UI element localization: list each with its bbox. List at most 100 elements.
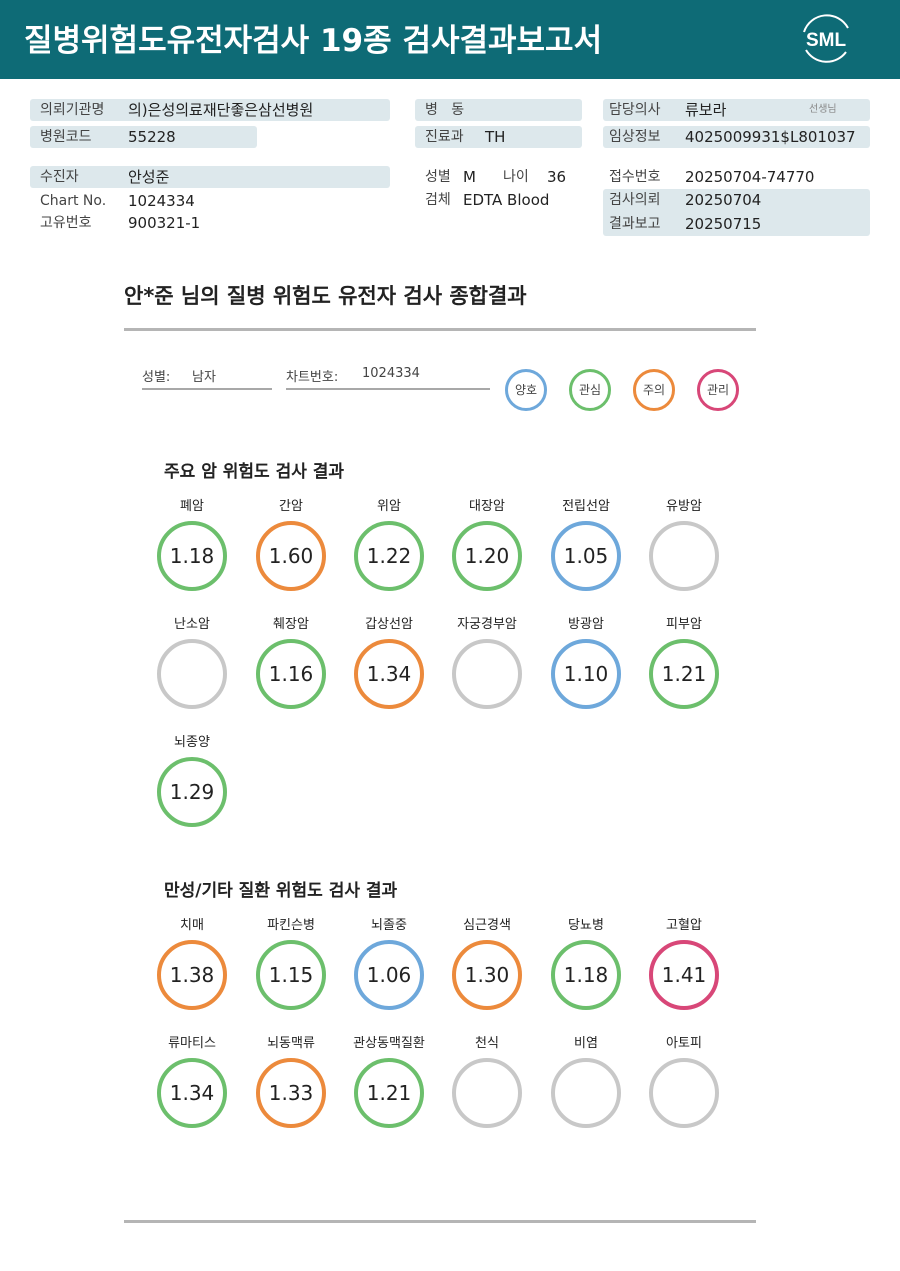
risk-item: 파킨슨병 1.15 (246, 916, 336, 1010)
risk-item-name: 고혈압 (666, 918, 702, 933)
risk-score-circle: 1.20 (452, 521, 522, 591)
risk-item-name: 관상동맥질환 (353, 1036, 425, 1051)
risk-item-name: 방광암 (568, 617, 604, 632)
risk-score-circle (551, 1058, 621, 1128)
risk-score-circle: 1.21 (649, 639, 719, 709)
risk-item-name: 아토피 (666, 1036, 702, 1051)
risk-score-circle (452, 639, 522, 709)
report-title: 질병위험도유전자검사 19종 검사결과보고서 (24, 23, 603, 59)
dept-label: 진료과 (425, 129, 464, 145)
risk-item-name: 유방암 (666, 499, 702, 514)
doctor-field: 담당의사 류보라 선생님 (603, 99, 870, 121)
specimen-value: EDTA Blood (463, 191, 550, 209)
ward-field: 병 동 (415, 99, 582, 121)
institution-field: 의뢰기관명 의)은성의료재단좋은삼선병원 (30, 99, 390, 121)
risk-item-name: 폐암 (180, 499, 204, 514)
risk-item-name: 당뇨병 (568, 918, 604, 933)
bottom-divider (124, 1220, 756, 1223)
risk-score-circle: 1.38 (157, 940, 227, 1010)
hospital-code-label: 병원코드 (40, 129, 92, 145)
risk-score-circle: 1.29 (157, 757, 227, 827)
risk-item: 폐암 1.18 (147, 497, 237, 591)
receipt-field: 접수번호 20250704-74770 (603, 166, 870, 188)
unique-value: 900321-1 (128, 214, 201, 232)
specimen-label: 검체 (425, 192, 451, 208)
date-fields: 검사의뢰 20250704 결과보고 20250715 (603, 189, 870, 236)
risk-item-name: 췌장암 (273, 617, 309, 632)
risk-item: 전립선암 1.05 (541, 497, 631, 591)
risk-item: 심근경색 1.30 (442, 916, 532, 1010)
risk-item-name: 류마티스 (168, 1036, 216, 1051)
summary-chart-label: 차트번호: (286, 370, 339, 385)
hospital-code-value: 55228 (128, 128, 176, 146)
risk-item: 아토피 (639, 1034, 729, 1128)
risk-item-name: 간암 (279, 499, 303, 514)
risk-item-name: 뇌졸중 (371, 918, 407, 933)
risk-item: 뇌동맥류 1.33 (246, 1034, 336, 1128)
risk-score-circle: 1.18 (157, 521, 227, 591)
risk-item: 당뇨병 1.18 (541, 916, 631, 1010)
risk-item-name: 피부암 (666, 617, 702, 632)
report-value: 20250715 (685, 215, 762, 233)
receipt-value: 20250704-74770 (685, 168, 815, 186)
chart-field: Chart No. 1024334 (30, 190, 390, 212)
risk-score-circle: 1.33 (256, 1058, 326, 1128)
patient-field: 수진자 안성준 (30, 166, 390, 188)
legend-caution: 주의 (633, 369, 675, 411)
chart-label: Chart No. (40, 193, 107, 209)
report-header: 질병위험도유전자검사 19종 검사결과보고서 SML (0, 0, 900, 79)
risk-score-circle: 1.21 (354, 1058, 424, 1128)
risk-item-name: 천식 (475, 1036, 499, 1051)
risk-score-circle: 1.10 (551, 639, 621, 709)
risk-item-name: 심근경색 (463, 918, 511, 933)
risk-score-circle (157, 639, 227, 709)
patient-label: 수진자 (40, 169, 79, 185)
risk-score-circle: 1.16 (256, 639, 326, 709)
risk-item: 유방암 (639, 497, 729, 591)
legend-good: 양호 (505, 369, 547, 411)
risk-item-name: 갑상선암 (365, 617, 413, 632)
risk-item: 관상동맥질환 1.21 (344, 1034, 434, 1128)
risk-score-circle: 1.34 (157, 1058, 227, 1128)
chart-value: 1024334 (128, 192, 195, 210)
risk-score-circle: 1.15 (256, 940, 326, 1010)
summary-sex-label: 성별: (142, 370, 171, 385)
risk-item-name: 전립선암 (562, 499, 610, 514)
patient-value: 안성준 (128, 168, 170, 186)
summary-title: 안*준 님의 질병 위험도 유전자 검사 종합결과 (124, 284, 527, 308)
risk-score-circle (649, 521, 719, 591)
risk-item: 뇌종양 1.29 (147, 733, 237, 827)
risk-item: 췌장암 1.16 (246, 615, 336, 709)
specimen-field: 검체 EDTA Blood (415, 189, 585, 211)
summary-sex-value: 남자 (192, 370, 216, 385)
institution-label: 의뢰기관명 (40, 102, 105, 118)
summary-chart-value: 1024334 (362, 366, 420, 381)
sex-age-field: 성별 M 나이 36 (415, 166, 585, 188)
age-label: 나이 (503, 169, 529, 185)
risk-item-name: 대장암 (469, 499, 505, 514)
summary-chart-box: 차트번호: 1024334 (286, 364, 490, 390)
risk-item: 위암 1.22 (344, 497, 434, 591)
sex-label: 성별 (425, 169, 451, 185)
risk-item: 난소암 (147, 615, 237, 709)
clinical-field: 임상정보 4025009931$L801037 (603, 126, 870, 148)
risk-score-circle: 1.05 (551, 521, 621, 591)
risk-item: 간암 1.60 (246, 497, 336, 591)
risk-score-circle (649, 1058, 719, 1128)
risk-item-name: 난소암 (174, 617, 210, 632)
doctor-label: 담당의사 (609, 102, 661, 118)
risk-score-circle (452, 1058, 522, 1128)
risk-item: 류마티스 1.34 (147, 1034, 237, 1128)
unique-field: 고유번호 900321-1 (30, 212, 390, 234)
institution-value: 의)은성의료재단좋은삼선병원 (128, 101, 314, 119)
dept-field: 진료과 TH (415, 126, 582, 148)
cancer-section-title: 주요 암 위험도 검사 결과 (164, 462, 345, 482)
receipt-label: 접수번호 (609, 169, 661, 185)
risk-item: 뇌졸중 1.06 (344, 916, 434, 1010)
risk-item: 자궁경부암 (442, 615, 532, 709)
sex-value: M (463, 168, 476, 186)
risk-item-name: 자궁경부암 (457, 617, 517, 632)
risk-item: 비염 (541, 1034, 631, 1128)
sml-logo: SML (803, 14, 849, 63)
risk-score-circle: 1.06 (354, 940, 424, 1010)
